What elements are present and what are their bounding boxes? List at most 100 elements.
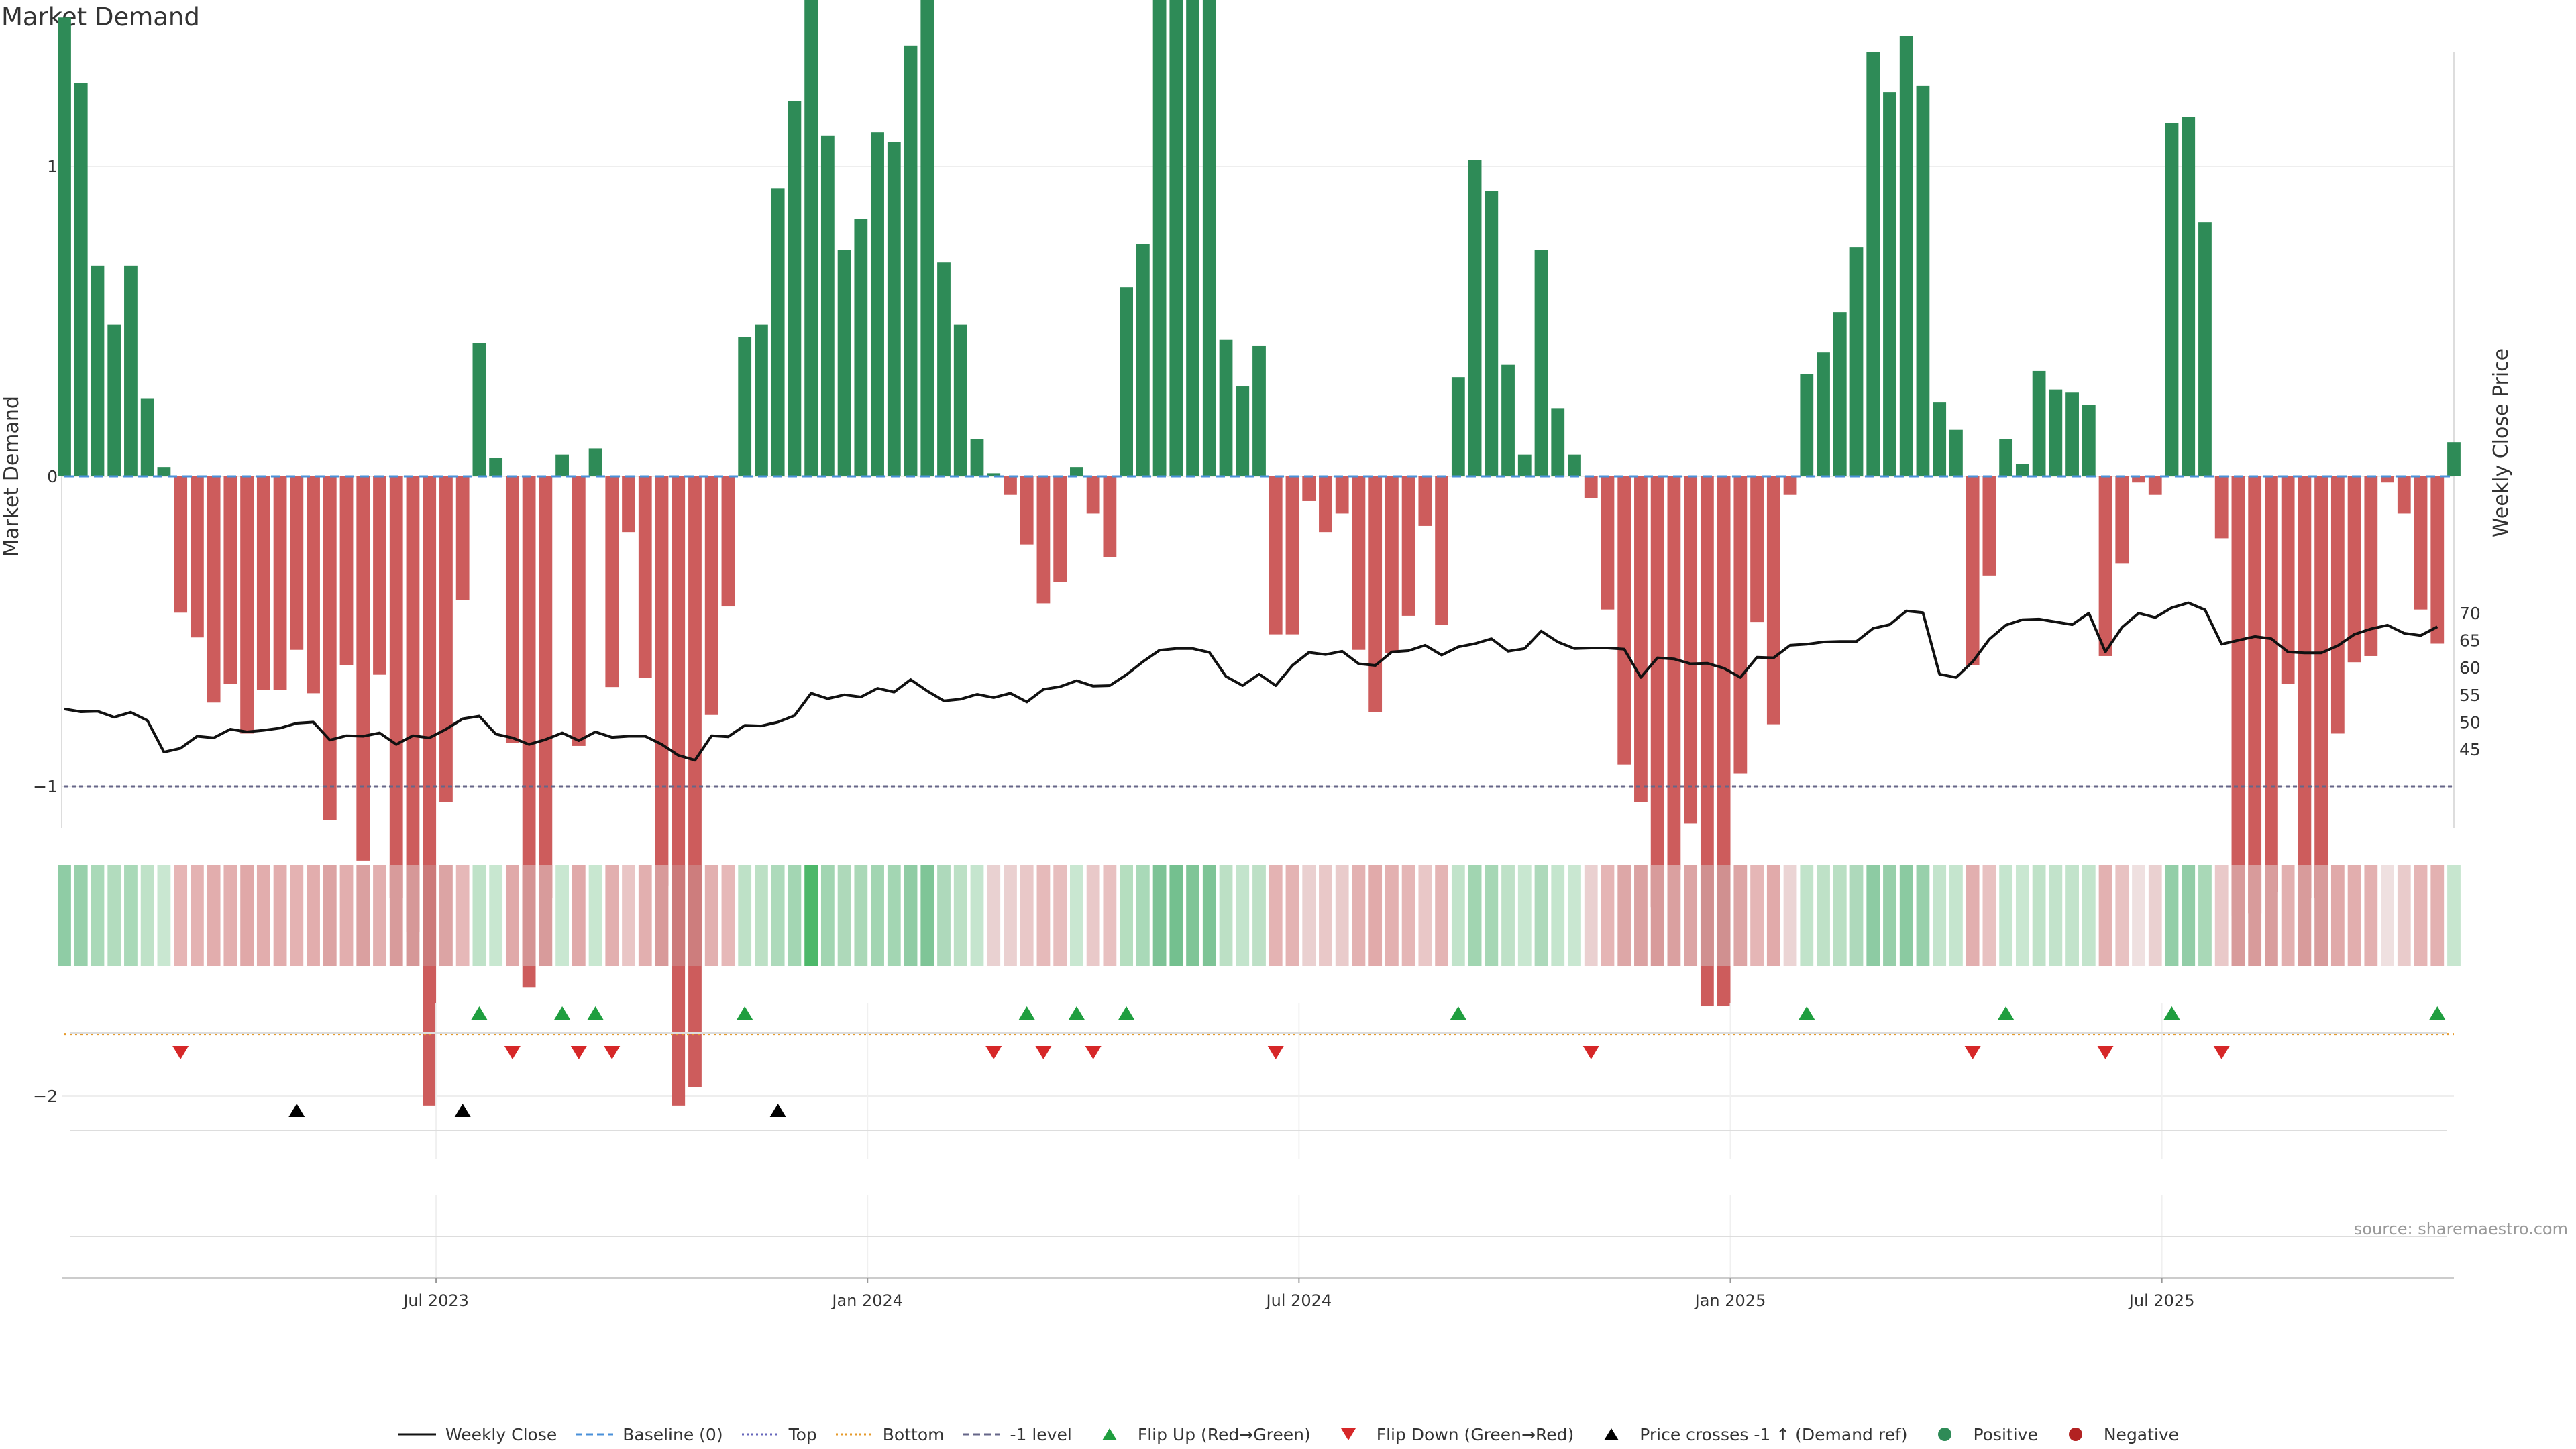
demand-bar-negative bbox=[672, 476, 686, 1106]
legend-label: Bottom bbox=[882, 1424, 945, 1444]
demand-bar-negative bbox=[2314, 476, 2328, 898]
demand-bar-positive bbox=[887, 142, 901, 477]
heat-cell bbox=[1999, 865, 2013, 966]
demand-bar-negative bbox=[2265, 476, 2278, 892]
heat-cell bbox=[2049, 865, 2063, 966]
demand-bars bbox=[58, 0, 2461, 1106]
legend-swatch bbox=[398, 1433, 436, 1436]
heat-cell bbox=[1766, 865, 1780, 966]
heat-cell bbox=[1401, 865, 1415, 966]
demand-bar-negative bbox=[439, 476, 453, 802]
heat-cell bbox=[522, 865, 536, 966]
flip-down-marker bbox=[2097, 1046, 2114, 1059]
demand-bar-positive bbox=[1236, 386, 1250, 476]
heat-cell bbox=[1534, 865, 1548, 966]
demand-bar-positive bbox=[489, 458, 503, 476]
heat-cell bbox=[455, 865, 470, 966]
heat-cell bbox=[140, 865, 154, 966]
heat-cell bbox=[505, 865, 519, 966]
demand-bar-negative bbox=[1086, 476, 1100, 514]
demand-bar-positive bbox=[74, 83, 88, 476]
legend-label: Top bbox=[788, 1424, 817, 1444]
heat-cell bbox=[1252, 865, 1266, 966]
heat-cell bbox=[920, 865, 934, 966]
demand-bar-positive bbox=[1169, 0, 1183, 476]
demand-bar-negative bbox=[1733, 476, 1748, 774]
heat-cell bbox=[1601, 865, 1615, 966]
heat-cell bbox=[1933, 865, 1947, 966]
demand-bar-positive bbox=[1800, 374, 1814, 476]
heat-cell bbox=[339, 865, 354, 966]
heat-cell bbox=[1335, 865, 1349, 966]
flip-up-marker bbox=[737, 1006, 753, 1020]
demand-bar-negative bbox=[174, 476, 188, 613]
heat-cell bbox=[555, 865, 569, 966]
heat-cell bbox=[373, 865, 386, 966]
heat-cell bbox=[1899, 865, 1913, 966]
heat-cell bbox=[489, 865, 503, 966]
demand-bar-positive bbox=[2165, 123, 2179, 476]
demand-bar-negative bbox=[638, 476, 652, 678]
demand-bar-negative bbox=[1966, 476, 1980, 665]
heat-cell bbox=[2182, 865, 2196, 966]
heat-cell bbox=[1136, 865, 1150, 966]
demand-bar-positive bbox=[140, 398, 154, 476]
x-tick-label: Jul 2024 bbox=[1265, 1291, 1332, 1310]
demand-bar-negative bbox=[256, 476, 270, 690]
demand-bar-positive bbox=[2049, 389, 2063, 476]
demand-bar-negative bbox=[1617, 476, 1631, 765]
heat-cell bbox=[124, 865, 138, 966]
flip-up-marker bbox=[2163, 1006, 2180, 1020]
heat-cell bbox=[2115, 865, 2129, 966]
heat-cell bbox=[439, 865, 453, 966]
flip-down-marker bbox=[985, 1046, 1002, 1059]
heat-cell bbox=[1285, 865, 1299, 966]
heat-cell bbox=[937, 865, 951, 966]
heat-cell bbox=[638, 865, 652, 966]
demand-bar-negative bbox=[2330, 476, 2345, 734]
legend-item: Flip Up (Red→Green) bbox=[1089, 1424, 1311, 1444]
x-tick-label: Jan 2024 bbox=[830, 1291, 903, 1310]
heat-cell bbox=[572, 865, 586, 966]
flip-down-marker bbox=[1085, 1046, 1102, 1059]
heat-cell bbox=[2265, 865, 2278, 966]
legend-label: Negative bbox=[2103, 1424, 2180, 1444]
demand-bar-positive bbox=[1833, 312, 1847, 476]
demand-bar-negative bbox=[1650, 476, 1664, 908]
demand-bar-negative bbox=[1368, 476, 1383, 712]
demand-bar-negative bbox=[539, 476, 553, 898]
heat-cell bbox=[1667, 865, 1681, 966]
demand-bar-positive bbox=[854, 219, 868, 476]
demand-bar-positive bbox=[1485, 191, 1499, 476]
heat-cell bbox=[2414, 865, 2428, 966]
demand-bar-positive bbox=[107, 324, 121, 476]
demand-bar-positive bbox=[1468, 160, 1482, 476]
heat-cell bbox=[1269, 865, 1283, 966]
demand-bar-negative bbox=[2298, 476, 2312, 898]
heat-cell bbox=[1949, 865, 1963, 966]
heat-cell bbox=[622, 865, 635, 966]
demand-bar-positive bbox=[1252, 345, 1266, 476]
flip-up-marker bbox=[1018, 1006, 1035, 1020]
heat-cell bbox=[307, 865, 320, 966]
demand-bar-negative bbox=[721, 476, 735, 607]
heat-cell bbox=[2364, 865, 2378, 966]
flip-down-marker bbox=[1964, 1046, 1981, 1059]
demand-bar-positive bbox=[2182, 117, 2196, 476]
demand-bar-negative bbox=[1667, 476, 1681, 870]
y-tick-label: 0 bbox=[47, 467, 58, 486]
heat-cell bbox=[356, 865, 370, 966]
y2-tick-label: 55 bbox=[2459, 686, 2481, 705]
heat-cell bbox=[2032, 865, 2046, 966]
demand-bar-positive bbox=[1933, 402, 1947, 476]
demand-bar-positive bbox=[987, 473, 1001, 476]
demand-bar-negative bbox=[290, 476, 304, 650]
demand-bar-positive bbox=[2447, 442, 2461, 476]
demand-bar-positive bbox=[1534, 250, 1548, 476]
demand-bar-positive bbox=[2082, 405, 2096, 476]
heat-cell bbox=[1120, 865, 1134, 966]
demand-bar-negative bbox=[323, 476, 337, 820]
y2-tick-label: 70 bbox=[2459, 604, 2481, 623]
demand-bar-positive bbox=[755, 324, 768, 476]
demand-bar-positive bbox=[2015, 464, 2029, 476]
